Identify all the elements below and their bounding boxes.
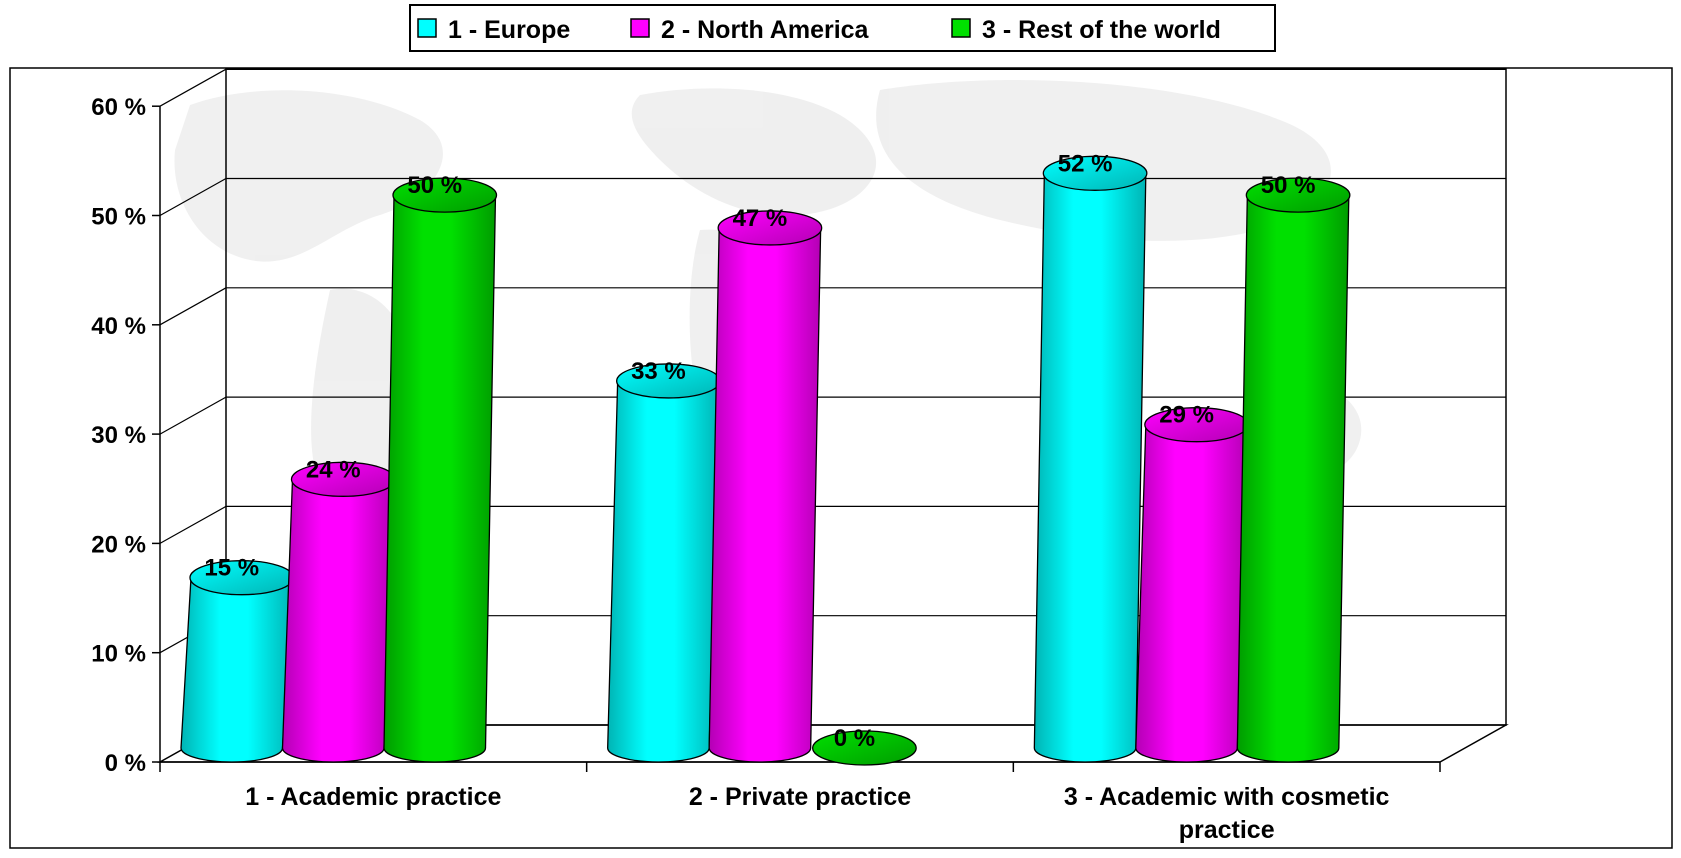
legend-swatch bbox=[630, 18, 650, 38]
data-label: 15 % bbox=[204, 555, 259, 582]
legend-label: 1 - Europe bbox=[448, 16, 570, 44]
bar-3-3 bbox=[1236, 177, 1351, 763]
bar-body bbox=[1236, 194, 1350, 763]
legend-label: 2 - North America bbox=[661, 16, 870, 44]
bar-cap bbox=[717, 210, 823, 246]
y-tick-label: 60 % bbox=[91, 94, 146, 121]
legend-box bbox=[409, 4, 1276, 52]
bar-3-1 bbox=[1033, 155, 1148, 763]
gridline-side bbox=[159, 177, 227, 217]
y-tick-label: 30 % bbox=[91, 422, 146, 449]
bar-cap bbox=[1042, 155, 1148, 191]
bar-body bbox=[1033, 172, 1147, 763]
y-tick-label: 40 % bbox=[91, 313, 146, 340]
y-tick-label: 20 % bbox=[91, 531, 146, 558]
y-tick-label: 50 % bbox=[91, 204, 146, 231]
gridline-side bbox=[159, 287, 227, 326]
y-axis-tick-labels: 0 % 10 % 20 % 30 % 40 % 50 % 60 % bbox=[91, 94, 146, 777]
data-label: 0 % bbox=[834, 725, 875, 752]
bar-1-1 bbox=[180, 560, 295, 763]
bar-body bbox=[1135, 424, 1249, 763]
bar-1-2 bbox=[281, 461, 396, 763]
data-label: 29 % bbox=[1159, 402, 1214, 429]
bar-1-3 bbox=[383, 177, 498, 763]
legend-swatch bbox=[951, 18, 971, 38]
data-labels: 15 % 24 % 50 % 33 % 47 % 0 % 52 % 29 % 50 % bbox=[204, 150, 1315, 752]
x-tick-label: 2 - Private practice bbox=[689, 783, 911, 811]
data-label: 50 % bbox=[1261, 172, 1316, 199]
bar-cap bbox=[812, 730, 917, 766]
bar-body bbox=[383, 194, 497, 763]
bars bbox=[180, 155, 1351, 766]
y-tick-label: 0 % bbox=[105, 750, 146, 777]
bar-2-1 bbox=[607, 363, 721, 763]
gridline-side bbox=[159, 396, 227, 435]
bar-cap bbox=[1245, 177, 1351, 213]
x-tick-label: 3 - Academic with cosmetic practice bbox=[1064, 783, 1390, 844]
bar-body bbox=[180, 577, 294, 763]
data-label: 47 % bbox=[733, 205, 788, 232]
data-label: 50 % bbox=[407, 172, 462, 199]
bar-body bbox=[708, 227, 822, 763]
bar-body bbox=[607, 380, 720, 763]
bar-body bbox=[281, 478, 395, 763]
bar-cap bbox=[392, 177, 498, 213]
legend-swatch bbox=[417, 18, 437, 38]
axes bbox=[152, 105, 1441, 772]
gridline-side bbox=[159, 505, 227, 544]
legend: 1 - Europe 2 - North America 3 - Rest of t… bbox=[409, 4, 1276, 52]
x-tick-label: 1 - Academic practice bbox=[245, 783, 501, 811]
gridline-side bbox=[159, 68, 227, 107]
bar-2-2 bbox=[708, 210, 823, 763]
data-label: 52 % bbox=[1058, 150, 1113, 177]
bar-3-2 bbox=[1135, 407, 1249, 763]
data-label: 33 % bbox=[631, 358, 686, 385]
bar-2-3 bbox=[812, 730, 917, 766]
x-axis-tick-labels: 1 - Academic practice 2 - Private practic… bbox=[245, 783, 1389, 844]
data-label: 24 % bbox=[306, 456, 361, 483]
legend-label: 3 - Rest of the world bbox=[982, 16, 1221, 44]
y-tick-label: 10 % bbox=[91, 641, 146, 668]
